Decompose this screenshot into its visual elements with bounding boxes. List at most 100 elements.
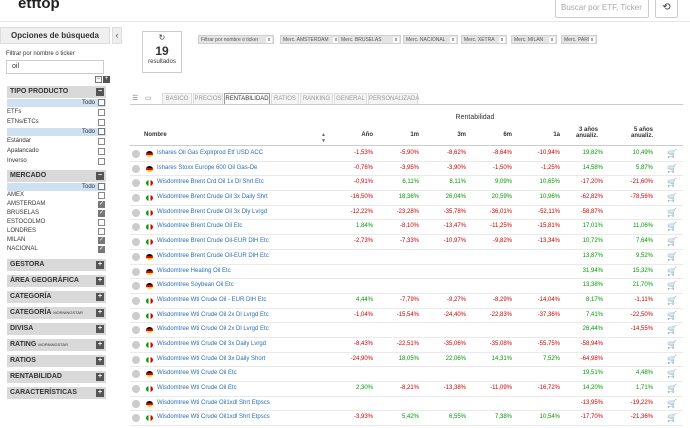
expand-icon[interactable]: + [96,357,104,365]
filter-chip[interactable]: Merc. XETRA x [461,35,507,44]
collapse-sidebar-button[interactable]: ‹ [112,27,122,44]
etf-name-link[interactable]: Wisdomtree Wti Crude Oil1xdl Shrt Etpscs [157,414,270,421]
etf-name-link[interactable]: Wisdomtree Brent Crude Oil 3x Dly Lvrgd [157,208,268,215]
close-icon[interactable]: x [549,37,555,43]
filter-chip[interactable]: Filtrar por nombre o ticker x [198,35,274,44]
sort-icon[interactable]: ▲ ▼ [321,132,326,144]
cart-icon[interactable]: 🛒 [667,207,677,217]
history-button[interactable]: ⟲ [655,0,678,18]
refresh-icon[interactable]: ↻ [158,33,166,42]
row-select-radio[interactable] [132,296,140,305]
etf-name-link[interactable]: Wisdomtree Wti Crude Oil 3x Daily Short [157,355,266,362]
row-select-radio[interactable] [132,370,140,379]
row-select-radio[interactable] [132,179,140,188]
expand-icon[interactable]: + [96,341,104,349]
table-row[interactable]: Wisdomtree Wti Crude Oil 3x Daily Short -… [130,353,683,368]
checkbox-londres[interactable] [98,228,105,235]
filter-chip[interactable]: Merc. PARIS x [561,35,597,44]
cart-icon[interactable]: 🛒 [667,222,677,232]
close-icon[interactable]: x [393,37,399,43]
expand-icon[interactable]: + [96,389,104,397]
row-select-radio[interactable] [132,252,140,261]
expand-icon[interactable]: + [96,293,104,301]
etf-name-link[interactable]: Wisdomtree Brent Crude Oil-EUR DlH Etc [157,252,269,259]
etf-name-link[interactable]: Wisdomtree Wti Crude Oil Etc [157,370,237,377]
filter-chip[interactable]: Merc. BRUSELAS x [338,35,401,44]
etf-name-link[interactable]: Ishares Stoxx Europe 600 Oil Gas-De [157,164,258,171]
etf-name-link[interactable]: Wisdomtree Brent Crd Oil 1x Dl Shrt Etc [157,179,264,186]
cart-icon[interactable]: 🛒 [667,251,677,261]
expand-icon[interactable]: + [96,309,104,317]
cart-icon[interactable]: 🛒 [667,193,677,203]
option-nacional[interactable]: NACIONAL ✓ [7,246,105,253]
tab-personalizada[interactable]: PERSONALIZADA [368,93,419,104]
cart-icon[interactable]: 🛒 [667,325,677,335]
tipo-all-checkbox[interactable] [98,99,105,106]
table-row[interactable]: Wisdomtree Brent Crude Oil 3x Daily Shrt… [130,191,683,206]
option-amsterdam[interactable]: AMSTERDAM ✓ [7,201,105,208]
cart-icon[interactable]: 🛒 [667,339,677,349]
checkbox-nacional[interactable]: ✓ [98,246,105,253]
cart-icon[interactable]: 🛒 [667,398,677,408]
tab-ratios[interactable]: RATIOS [271,93,299,104]
col-3m[interactable]: 3m [457,132,466,138]
col-3a[interactable]: 3 años anualiz. [575,127,598,139]
checkbox-etfs[interactable] [98,109,105,116]
section-mercado[interactable]: MERCADO − [7,170,106,182]
checkbox-bruselas[interactable]: ✓ [98,210,105,217]
cart-icon[interactable]: 🛒 [667,178,677,188]
col-ano[interactable]: Año [361,132,373,138]
close-icon[interactable]: x [499,37,505,43]
etf-name-link[interactable]: Wisdomtree Soybean Oil Etc [157,282,234,289]
expand-icon[interactable]: + [96,277,104,285]
col-nombre[interactable]: Nombre [144,132,167,138]
expand-icon[interactable]: + [96,373,104,381]
etf-name-link[interactable]: Wisdomtree Heating Oil Etc [157,267,231,274]
option-londres[interactable]: LONDRES [7,227,106,236]
etf-name-link[interactable]: Wisdomtree Wti Crude Oil - EUR DlH Etc [157,296,267,303]
filter-chip[interactable]: Merc. AMSTERDAM x [280,35,341,44]
col-6m[interactable]: 6m [503,132,512,138]
row-select-radio[interactable] [132,194,140,203]
table-row[interactable]: Ishares Stoxx Europe 600 Oil Gas-De -0,76… [130,162,683,177]
option-apalancado[interactable]: Apalancado [7,146,106,156]
row-select-radio[interactable] [132,238,140,247]
option-bruselas[interactable]: BRUSELAS ✓ [7,210,105,217]
row-select-radio[interactable] [132,355,140,364]
section-ratios[interactable]: RATIOS + [7,355,106,367]
tipo-all-checkbox-2[interactable] [98,128,105,135]
row-select-radio[interactable] [132,414,140,423]
filter-input[interactable]: oil [6,60,104,74]
cart-icon[interactable]: 🛒 [667,295,677,305]
cart-icon[interactable]: 🛒 [667,354,677,364]
checkbox-apalancado[interactable] [98,148,105,155]
checkbox-etns[interactable] [98,119,105,126]
col-1m[interactable]: 1m [410,132,419,138]
row-select-radio[interactable] [132,164,140,173]
row-select-radio[interactable] [132,340,140,349]
checkbox-estocolmo[interactable] [98,219,105,226]
option-milan[interactable]: MILAN ✓ [7,237,105,244]
etf-name-link[interactable]: Wisdomtree Brent Crude Oil-EUR DlH Etc [157,238,269,245]
table-row[interactable]: Wisdomtree Soybean Oil Etc 13,38% 21,70% 🛒 [130,279,683,294]
close-icon[interactable]: x [266,37,272,43]
close-icon[interactable]: x [450,37,456,43]
expand-icon[interactable]: + [96,325,104,333]
collapse-all-button[interactable]: − [95,76,102,83]
etf-name-link[interactable]: Wisdomtree Wti Crude Oil 2x Dl Lvrgd Etc [157,326,269,333]
option-estocolmo[interactable]: ESTOCOLMO [7,218,106,227]
table-row[interactable]: Wisdomtree Wti Crude Oil - EUR DlH Etc 4,… [130,294,683,309]
checkbox-amsterdam[interactable]: ✓ [98,201,105,208]
search-input[interactable]: Buscar por ETF, Ticker [555,0,649,18]
section-categoria[interactable]: CATEGORÍA + [7,291,106,303]
table-row[interactable]: Wisdomtree Brent Crude Oil-EUR DlH Etc -2… [130,235,683,250]
table-row[interactable]: Wisdomtree Wti Crude Oil 3x Daily Lvrgd -… [130,338,683,353]
etf-name-link[interactable]: Wisdomtree Wti Crude Oil 3x Daily Lvrgd [157,340,267,347]
tab-general[interactable]: GENERAL [334,93,367,104]
section-divisa[interactable]: DIVISA + [7,323,106,335]
checkbox-milan[interactable]: ✓ [98,237,105,244]
filter-chip[interactable]: Merc. NACIONAL x [403,35,458,44]
etf-name-link[interactable]: Wisdomtree Brent Crude Oil 3x Daily Shrt [157,194,268,201]
table-row[interactable]: Wisdomtree Wti Crude Oil1xdl Shrt Etpscs… [130,397,683,412]
table-row[interactable]: Wisdomtree Brent Crude Oil Etc 1,84% -8,10… [130,220,683,236]
